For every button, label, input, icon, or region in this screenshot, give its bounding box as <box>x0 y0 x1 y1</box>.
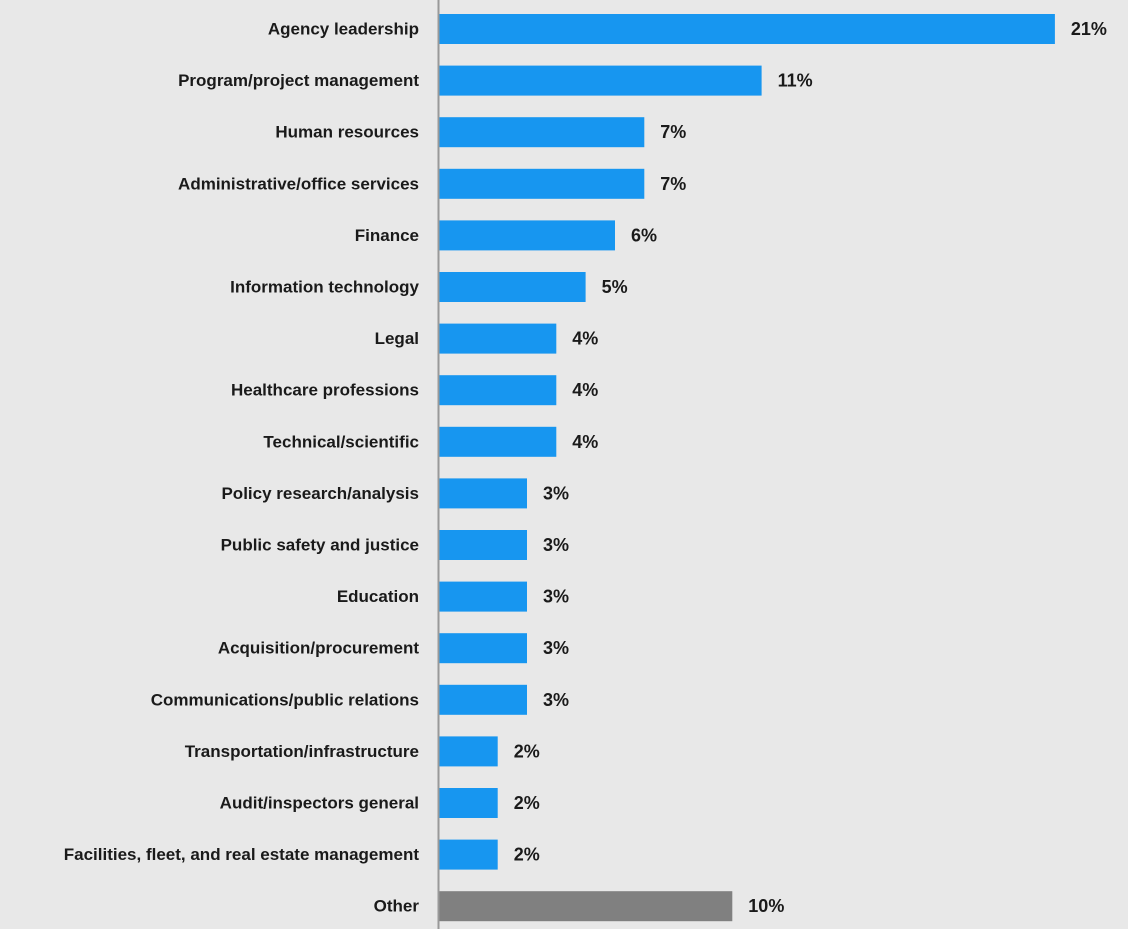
value-label: 10% <box>748 896 784 916</box>
bar-13 <box>439 684 527 715</box>
bar-11 <box>439 581 527 612</box>
value-label: 2% <box>514 793 540 813</box>
value-label: 4% <box>572 380 598 400</box>
category-label: Agency leadership <box>268 20 419 39</box>
bar-5 <box>439 272 586 302</box>
category-labels: Agency leadership Program/project managem… <box>64 20 420 916</box>
category-label: Education <box>337 587 419 606</box>
value-label: 4% <box>572 432 598 452</box>
bar-9 <box>439 478 527 509</box>
value-labels: 21% 11% 7% 7% 6% 5% 4% 4% 4% 3% 3% 3% 3% 3% 2% 2% 2% 10% <box>514 19 1107 916</box>
value-label: 3% <box>543 535 569 555</box>
value-label: 2% <box>514 741 540 761</box>
bars-layer <box>439 14 1055 922</box>
category-label: Communications/public relations <box>151 690 419 709</box>
value-label: 6% <box>631 225 657 245</box>
value-label: 4% <box>572 329 598 349</box>
category-label: Administrative/office services <box>178 174 419 193</box>
category-label: Other <box>374 897 420 916</box>
value-label: 7% <box>660 174 686 194</box>
category-label: Human resources <box>275 123 419 142</box>
bar-14 <box>439 736 498 767</box>
value-label: 7% <box>660 122 686 142</box>
category-label: Policy research/analysis <box>221 484 419 503</box>
bar-2 <box>439 117 645 148</box>
category-label: Audit/inspectors general <box>220 794 419 813</box>
category-label: Public safety and justice <box>221 536 419 555</box>
value-label: 3% <box>543 587 569 607</box>
value-label: 3% <box>543 483 569 503</box>
value-label: 5% <box>602 277 628 297</box>
bar-10 <box>439 530 527 560</box>
bar-1 <box>439 65 762 96</box>
value-label: 3% <box>543 690 569 710</box>
category-label: Finance <box>355 226 419 245</box>
value-label: 3% <box>543 638 569 658</box>
bar-7 <box>439 375 557 406</box>
bar-8 <box>439 426 557 457</box>
value-label: 11% <box>778 71 813 91</box>
bar-3 <box>439 168 645 199</box>
category-label: Technical/scientific <box>263 432 419 451</box>
bar-12 <box>439 633 527 664</box>
category-label: Information technology <box>230 278 419 297</box>
bar-16 <box>439 839 498 870</box>
bar-0 <box>439 14 1055 44</box>
category-label: Healthcare professions <box>231 381 419 400</box>
category-label: Facilities, fleet, and real estate manag… <box>64 845 420 864</box>
category-label: Legal <box>375 329 419 348</box>
category-label: Program/project management <box>178 71 419 90</box>
bar-17 <box>439 891 733 922</box>
value-label: 2% <box>514 845 540 865</box>
bar-4 <box>439 220 615 251</box>
value-label: 21% <box>1071 19 1107 39</box>
bar-15 <box>439 788 498 818</box>
category-label: Acquisition/procurement <box>218 639 420 658</box>
category-label: Transportation/infrastructure <box>185 742 419 761</box>
bar-6 <box>439 323 557 354</box>
